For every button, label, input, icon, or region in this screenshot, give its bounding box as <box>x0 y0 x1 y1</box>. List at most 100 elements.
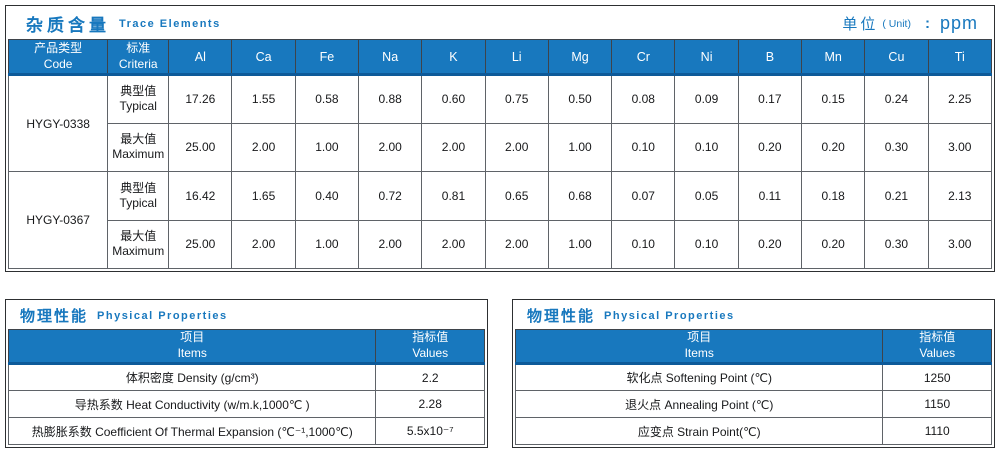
criteria-typical-en: Typical <box>119 99 157 114</box>
trace-elements-title-bar: 杂质含量 Trace Elements 单位 ( Unit) : ppm <box>8 8 992 39</box>
value-cell: 1.00 <box>294 122 360 172</box>
items-header-zh: 项目 <box>687 330 712 345</box>
values-header-zh: 指标值 <box>412 330 449 345</box>
value-cell: 0.24 <box>864 74 929 124</box>
column-header-ni: Ni <box>674 39 739 76</box>
value-cell: 0.40 <box>294 171 360 221</box>
value-cell: 2.25 <box>927 74 993 124</box>
value-cell: 0.10 <box>611 219 676 269</box>
criteria-typical-zh: 典型值 <box>120 84 157 99</box>
value-cell: 2.00 <box>421 219 486 269</box>
value-cell: 16.42 <box>168 171 233 221</box>
value-cell: 0.21 <box>864 171 929 221</box>
value-cell: 0.10 <box>611 122 676 172</box>
column-header-cr: Cr <box>611 39 676 76</box>
column-header-items: 项目 Items <box>514 329 884 365</box>
criteria-cell: 典型值 Typical <box>107 171 170 221</box>
unit-value: ppm <box>939 13 978 33</box>
physical-left-title-en: Physical Properties <box>97 309 228 322</box>
value-cell: 3.00 <box>927 122 993 172</box>
product-code-cell: HYGY-0367 <box>7 171 109 269</box>
physical-right-title-bar: 物理性能 Physical Properties <box>515 302 992 329</box>
column-header-ti: Ti <box>927 39 993 76</box>
physical-left-header-row: 项目 Items 指标值 Values <box>7 329 485 365</box>
value-cell: 1250 <box>882 363 992 391</box>
value-cell: 2.28 <box>375 390 485 418</box>
value-cell: 3.00 <box>927 219 993 269</box>
value-cell: 1.55 <box>231 74 296 124</box>
product-code-cell: HYGY-0338 <box>7 74 109 172</box>
criteria-cell: 最大值 Maximum <box>107 122 170 172</box>
value-cell: 0.15 <box>800 74 866 124</box>
physical-properties-right-panel: 物理性能 Physical Properties 项目 Items 指标值 Va… <box>512 299 995 448</box>
physical-properties-right-table: 项目 Items 指标值 Values 软化点 Softening Point … <box>514 329 992 445</box>
value-cell: 0.65 <box>484 171 549 221</box>
value-cell: 0.20 <box>800 122 866 172</box>
table-row-0367-maximum: 最大值 Maximum 25.00 2.00 1.00 2.00 2.00 2.… <box>9 219 993 269</box>
value-cell: 1.65 <box>231 171 296 221</box>
physical-right-title-en: Physical Properties <box>604 309 735 322</box>
value-cell: 0.07 <box>611 171 676 221</box>
trace-title-zh: 杂质含量 <box>26 16 110 35</box>
item-cell: 退火点 Annealing Point (℃) <box>514 390 884 418</box>
items-header-zh: 项目 <box>180 330 205 345</box>
column-header-li: Li <box>484 39 549 76</box>
value-cell: 2.00 <box>358 122 423 172</box>
column-header-cu: Cu <box>864 39 929 76</box>
value-cell: 1.00 <box>294 219 360 269</box>
value-cell: 0.08 <box>611 74 676 124</box>
item-cell: 导热系数 Heat Conductivity (w/m.k,1000℃ ) <box>7 390 377 418</box>
column-header-mn: Mn <box>800 39 866 76</box>
value-cell: 1.00 <box>547 122 613 172</box>
value-cell: 0.11 <box>737 171 803 221</box>
value-cell: 1150 <box>882 390 992 418</box>
table-row-softening-point: 软化点 Softening Point (℃) 1250 <box>514 363 992 391</box>
column-header-values: 指标值 Values <box>375 329 485 365</box>
value-cell: 0.72 <box>358 171 423 221</box>
column-header-criteria: 标准 Criteria <box>107 39 170 76</box>
value-cell: 2.2 <box>375 363 485 391</box>
column-header-mg: Mg <box>547 39 613 76</box>
value-cell: 0.10 <box>674 219 739 269</box>
item-cell: 体积密度 Density (g/cm³) <box>7 363 377 391</box>
trace-elements-panel: 杂质含量 Trace Elements 单位 ( Unit) : ppm <box>5 5 995 272</box>
table-row-density: 体积密度 Density (g/cm³) 2.2 <box>7 363 485 391</box>
value-cell: 0.81 <box>421 171 486 221</box>
value-cell: 0.58 <box>294 74 360 124</box>
value-cell: 17.26 <box>168 74 233 124</box>
value-cell: 2.00 <box>358 219 423 269</box>
criteria-typical-zh: 典型值 <box>120 180 157 195</box>
criteria-maximum-zh: 最大值 <box>120 132 157 147</box>
value-cell: 0.30 <box>864 219 929 269</box>
items-header-en: Items <box>177 346 207 360</box>
value-cell: 0.75 <box>484 74 549 124</box>
value-cell: 0.17 <box>737 74 803 124</box>
column-header-items: 项目 Items <box>7 329 377 365</box>
value-cell: 1.00 <box>547 219 613 269</box>
item-cell: 软化点 Softening Point (℃) <box>514 363 884 391</box>
physical-right-header-row: 项目 Items 指标值 Values <box>514 329 992 365</box>
values-header-en: Values <box>919 346 956 360</box>
value-cell: 2.13 <box>927 171 993 221</box>
table-row-strain-point: 应变点 Strain Point(℃) 1110 <box>514 417 992 445</box>
value-cell: 0.18 <box>800 171 866 221</box>
value-cell: 0.88 <box>358 74 423 124</box>
value-cell: 0.68 <box>547 171 613 221</box>
item-cell: 热膨胀系数 Coefficient Of Thermal Expansion (… <box>7 417 377 445</box>
criteria-cell: 最大值 Maximum <box>107 219 170 269</box>
value-cell: 0.09 <box>674 74 739 124</box>
unit-zh: 单位 <box>842 16 879 33</box>
criteria-typical-en: Typical <box>119 195 157 210</box>
code-header-zh: 产品类型 <box>34 40 83 55</box>
value-cell: 2.00 <box>484 122 549 172</box>
column-header-na: Na <box>358 39 423 76</box>
column-header-k: K <box>421 39 486 76</box>
physical-right-title-zh: 物理性能 <box>527 308 596 325</box>
item-cell: 应变点 Strain Point(℃) <box>514 417 884 445</box>
criteria-header-zh: 标准 <box>126 40 151 55</box>
column-header-b: B <box>737 39 803 76</box>
value-cell: 0.10 <box>674 122 739 172</box>
value-cell: 25.00 <box>168 122 233 172</box>
value-cell: 1110 <box>882 417 992 445</box>
